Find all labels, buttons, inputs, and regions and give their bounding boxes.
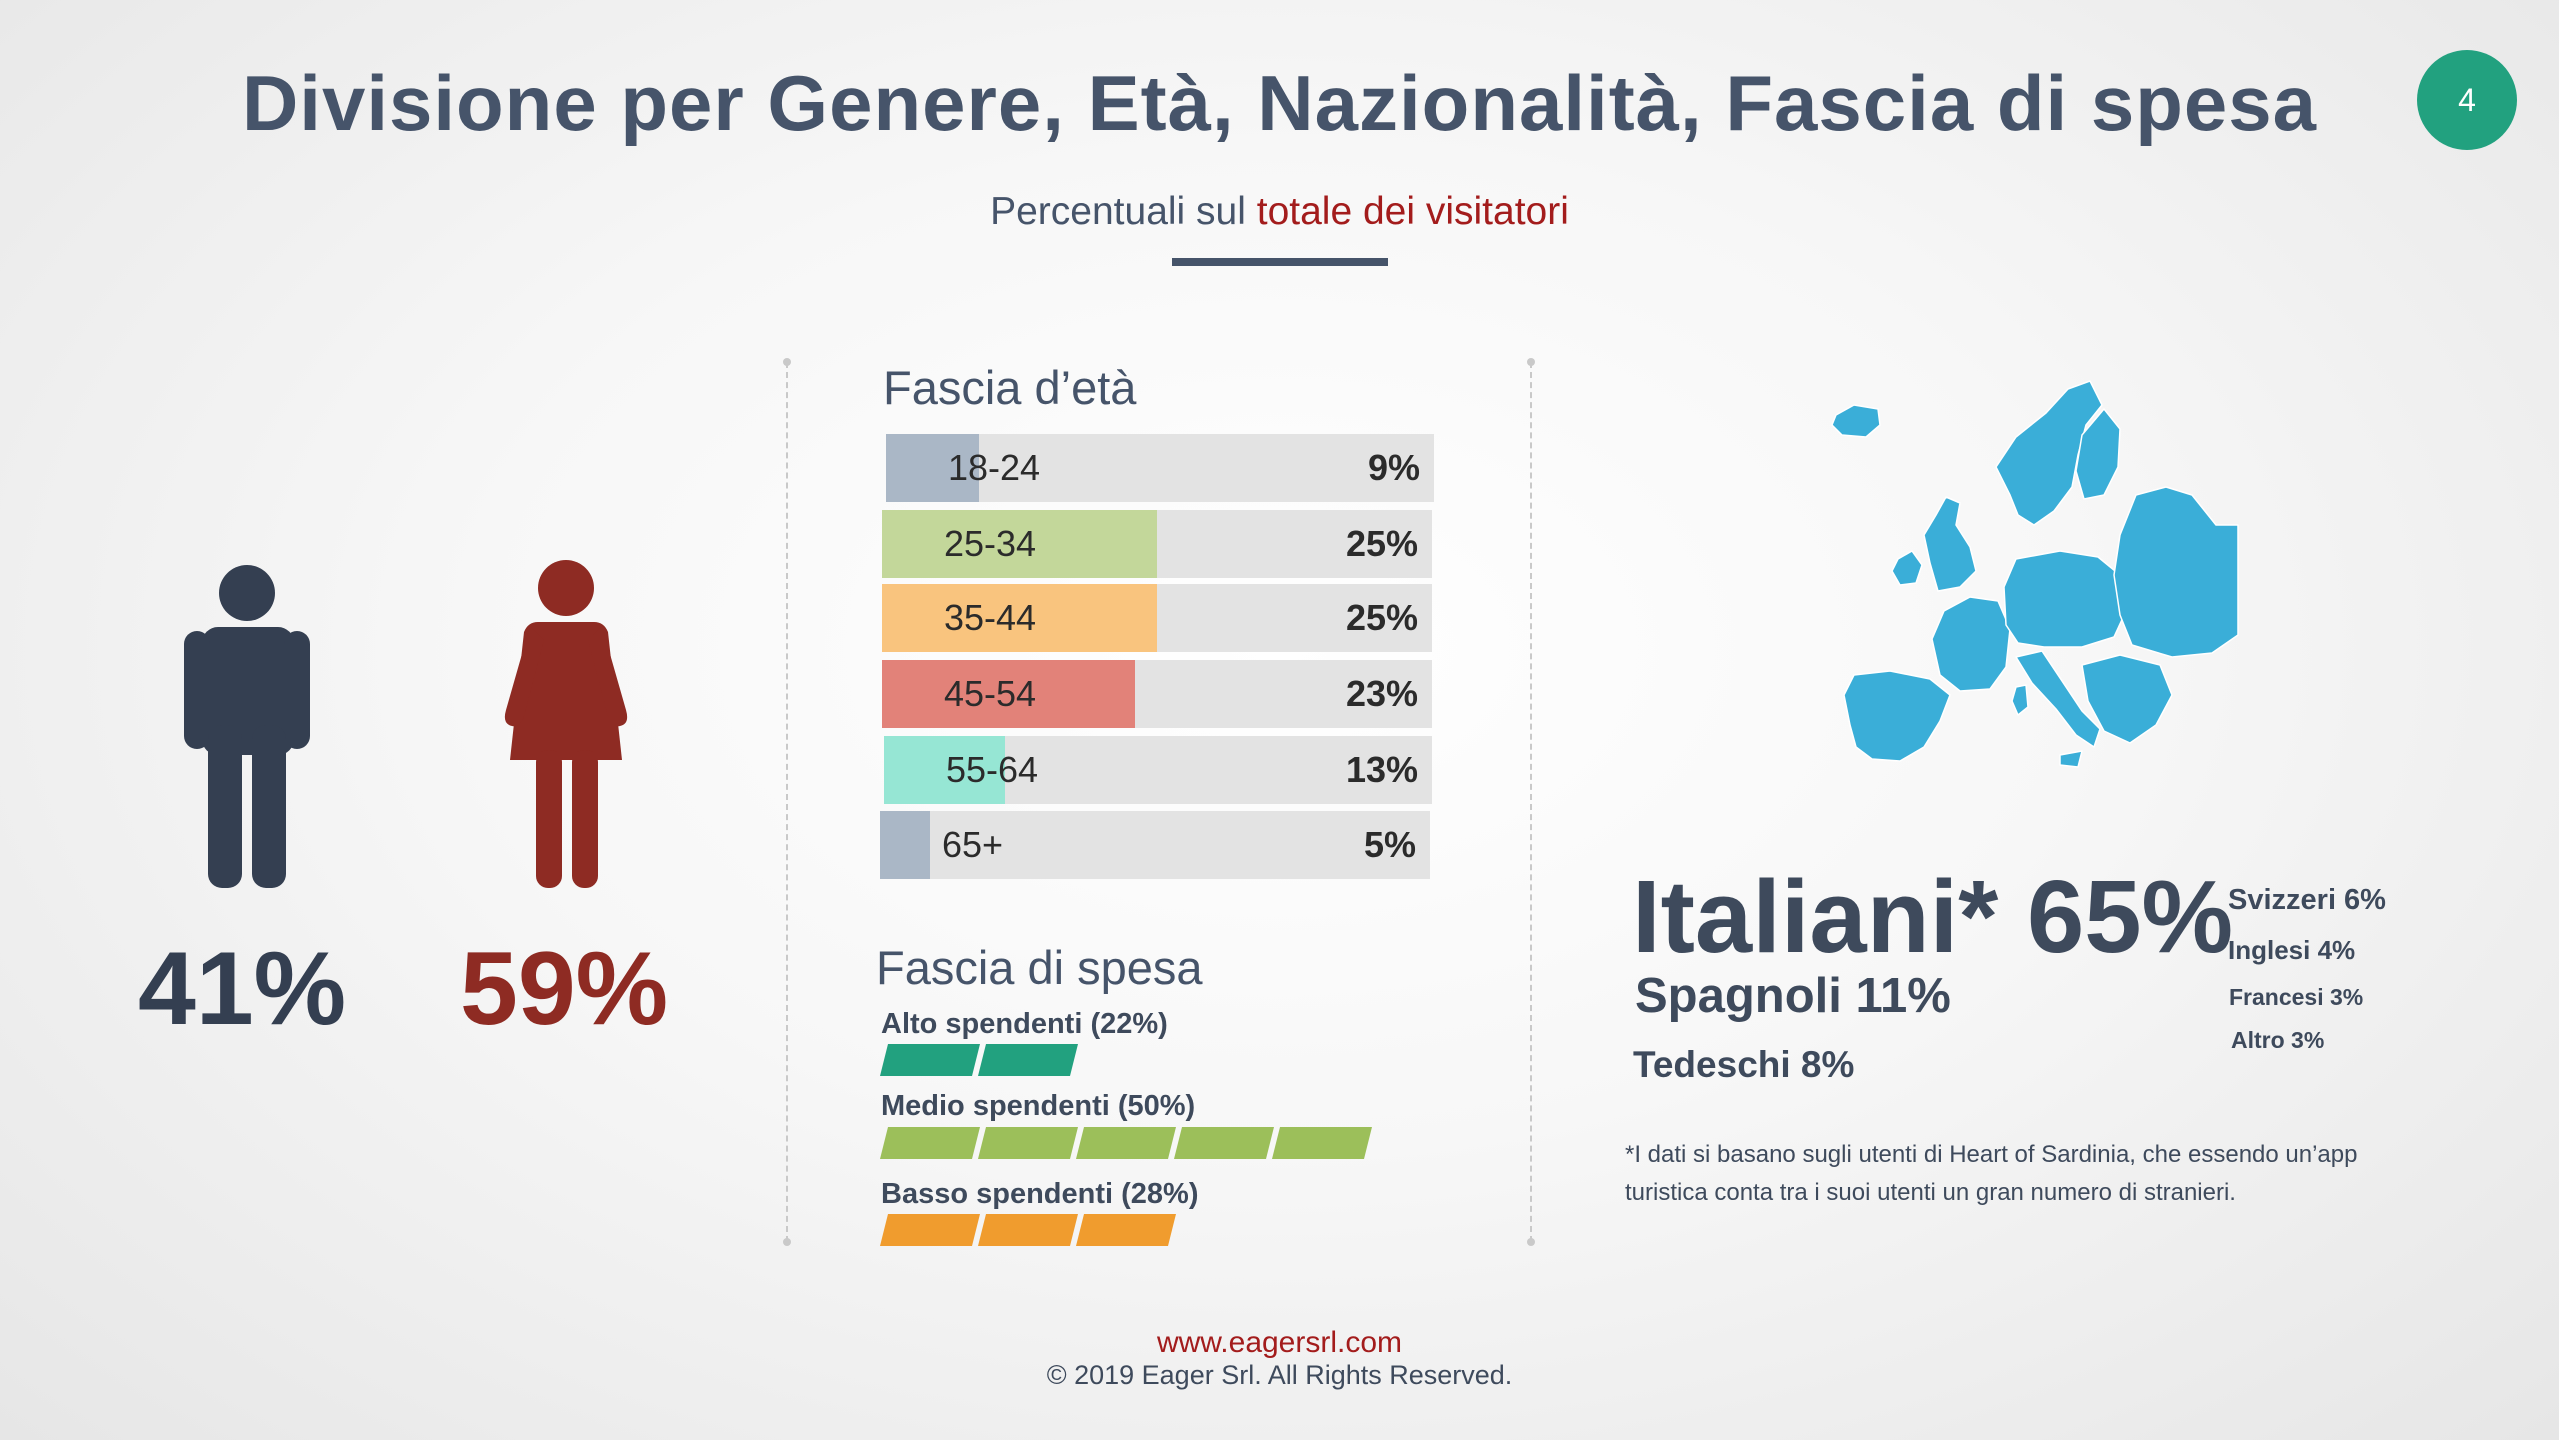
nationality-other: Inglesi 4% — [2228, 935, 2356, 965]
age-value: 9% — [1367, 447, 1420, 488]
age-row: 25-34 25% — [882, 510, 1432, 578]
age-value: 25% — [1345, 523, 1418, 564]
page-number-badge: 4 — [2417, 50, 2517, 150]
nationality-other: Altro 3% — [2231, 1027, 2325, 1053]
age-label: 18-24 — [948, 447, 1041, 488]
spending-label: Medio spendenti (50%) — [881, 1090, 1196, 1122]
spending-bar-segment — [1174, 1127, 1274, 1159]
subtitle: Percentuali sul totale dei visitatori — [0, 190, 2559, 234]
nationality-second: Spagnoli 11% — [1635, 969, 1951, 1023]
subtitle-underline — [1172, 258, 1388, 266]
spending-bar-segment — [978, 1127, 1078, 1159]
age-value: 5% — [1363, 824, 1416, 865]
spending-label: Alto spendenti (22%) — [881, 1008, 1168, 1040]
page-title: Divisione per Genere, Età, Nazionalità, … — [241, 59, 2318, 147]
spending-bar-segment — [880, 1127, 980, 1159]
age-bar-fill — [884, 736, 1005, 804]
spending-bar-segment — [1076, 1214, 1176, 1246]
age-bar-fill — [882, 510, 1157, 578]
age-bar-fill — [882, 660, 1135, 728]
age-bar-fill — [886, 434, 980, 502]
age-label: 25-34 — [944, 523, 1037, 564]
nationality-other: Francesi 3% — [2229, 984, 2364, 1010]
spending-bar-segment — [978, 1044, 1078, 1076]
footer-website-link[interactable]: www.eagersrl.com — [1156, 1326, 1403, 1359]
age-row: 55-64 13% — [884, 736, 1432, 804]
spending-bar-segment — [880, 1214, 980, 1246]
age-section-title: Fascia d’età — [883, 361, 1137, 414]
subtitle-prefix: Percentuali sul — [990, 190, 1257, 233]
footnote: *I dati si basano sugli utenti di Heart … — [1625, 1141, 2358, 1206]
age-row: 65+ 5% — [880, 811, 1430, 879]
age-label: 45-54 — [944, 673, 1037, 714]
age-value: 25% — [1345, 597, 1418, 638]
female-icon — [504, 560, 628, 888]
age-value: 23% — [1345, 673, 1418, 714]
age-label: 65+ — [942, 824, 1004, 865]
age-label: 55-64 — [946, 749, 1039, 790]
europe-map — [1831, 380, 2239, 768]
spending-bar-segment — [880, 1044, 980, 1076]
age-row: 18-24 9% — [886, 434, 1434, 502]
age-bar-fill — [882, 584, 1157, 652]
age-row: 45-54 23% — [882, 660, 1432, 728]
male-percentage: 41% — [138, 931, 347, 1047]
age-bar-fill — [880, 811, 930, 879]
spending-label: Basso spendenti (28%) — [881, 1178, 1199, 1210]
age-label: 35-44 — [944, 597, 1037, 638]
nationality-other: Svizzeri 6% — [2228, 884, 2386, 916]
footer-copyright: © 2019 Eager Srl. All Rights Reserved. — [1046, 1360, 1513, 1390]
age-row: 35-44 25% — [882, 584, 1432, 652]
spending-bar-segment — [1272, 1127, 1372, 1159]
spending-bar — [878, 1214, 1198, 1246]
age-value: 13% — [1345, 749, 1418, 790]
divider-left — [783, 358, 791, 1246]
female-percentage: 59% — [460, 931, 669, 1047]
subtitle-highlight: totale dei visitatori — [1256, 190, 1569, 233]
spending-section-title: Fascia di spesa — [876, 941, 1203, 994]
spending-bar — [878, 1044, 1198, 1076]
spending-bar-segment — [1076, 1127, 1176, 1159]
male-icon — [184, 565, 310, 888]
nationality-main: Italiani* 65% — [1632, 859, 2234, 974]
spending-bar — [878, 1127, 1398, 1159]
nationality-third: Tedeschi 8% — [1633, 1044, 1855, 1085]
divider-right — [1527, 358, 1535, 1246]
spending-bar-segment — [978, 1214, 1078, 1246]
